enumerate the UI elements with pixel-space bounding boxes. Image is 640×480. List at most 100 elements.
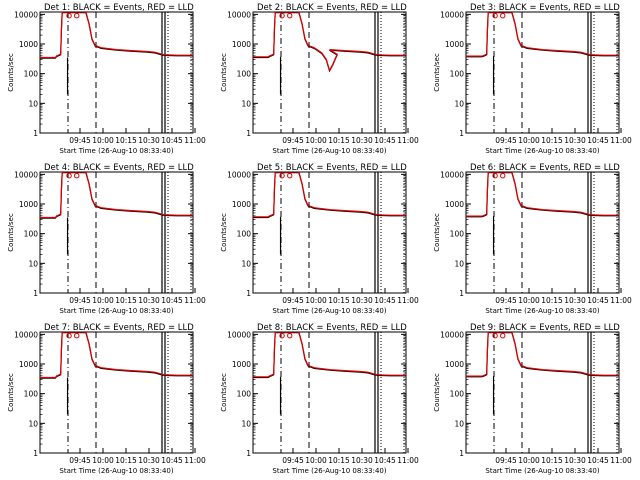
x-tick-label: 09:45 bbox=[69, 296, 91, 305]
plot-area bbox=[253, 172, 406, 293]
lld-peak-marker bbox=[500, 173, 506, 179]
panel-title: Det 8: BLACK = Events, RED = LLD bbox=[257, 323, 407, 333]
y-axis-title: Counts/sec bbox=[220, 373, 228, 412]
x-tick-label: 09:45 bbox=[495, 136, 517, 145]
series-lld-line bbox=[466, 12, 619, 57]
y-tick-label: 100 bbox=[237, 70, 252, 79]
x-tick-label: 09:45 bbox=[495, 296, 517, 305]
y-tick-label: 1 bbox=[33, 129, 38, 138]
plot-area bbox=[466, 12, 619, 133]
plot-area bbox=[466, 332, 619, 453]
panel-title: Det 2: BLACK = Events, RED = LLD bbox=[257, 3, 407, 13]
x-tick-label: 10:15 bbox=[541, 296, 563, 305]
y-tick-label: 1000 bbox=[232, 40, 251, 49]
y-tick-label: 100 bbox=[24, 390, 39, 399]
x-tick-label: 10:30 bbox=[138, 456, 160, 465]
y-axis-title: Counts/sec bbox=[220, 53, 228, 92]
plot-frame bbox=[465, 171, 620, 294]
y-tick-label: 10000 bbox=[227, 330, 251, 339]
plot-frame bbox=[252, 171, 407, 294]
y-tick-label: 10 bbox=[241, 419, 251, 428]
x-tick-label: 10:30 bbox=[564, 136, 586, 145]
x-tick-label: 10:30 bbox=[138, 296, 160, 305]
x-axis-title: Start Time (26-Aug-10 08:33:40) bbox=[485, 467, 599, 475]
y-tick-label: 10000 bbox=[227, 170, 251, 179]
y-axis-title: Counts/sec bbox=[433, 373, 441, 412]
x-tick-label: 11:00 bbox=[610, 136, 632, 145]
x-tick-label: 09:45 bbox=[282, 136, 304, 145]
x-tick-label: 10:45 bbox=[374, 296, 396, 305]
series-lld-line bbox=[466, 172, 619, 217]
x-tick-label: 10:45 bbox=[161, 296, 183, 305]
x-axis-title: Start Time (26-Aug-10 08:33:40) bbox=[272, 307, 386, 315]
x-tick-label: 11:00 bbox=[397, 296, 419, 305]
panel-det-7: Det 7: BLACK = Events, RED = LLD 1 10 100 10… bbox=[7, 323, 206, 475]
y-tick-label: 10 bbox=[28, 419, 38, 428]
x-tick-label: 10:30 bbox=[351, 456, 373, 465]
x-tick-label: 09:45 bbox=[69, 456, 91, 465]
panel-det-8: Det 8: BLACK = Events, RED = LLD 1 10 100 10… bbox=[220, 323, 419, 475]
x-tick-label: 09:45 bbox=[495, 456, 517, 465]
x-tick-label: 10:30 bbox=[351, 136, 373, 145]
lld-peak-marker bbox=[279, 13, 285, 19]
x-tick-label: 11:00 bbox=[184, 456, 206, 465]
x-tick-label: 10:45 bbox=[587, 136, 609, 145]
plot-frame bbox=[39, 171, 194, 294]
y-tick-label: 10 bbox=[241, 259, 251, 268]
y-tick-label: 10000 bbox=[440, 170, 464, 179]
lld-peak-marker bbox=[287, 13, 293, 19]
y-axis-title: Counts/sec bbox=[433, 213, 441, 252]
x-tick-label: 10:15 bbox=[328, 456, 350, 465]
x-tick-label: 11:00 bbox=[397, 456, 419, 465]
x-tick-label: 11:00 bbox=[610, 456, 632, 465]
x-tick-label: 10:00 bbox=[305, 296, 327, 305]
x-tick-label: 10:45 bbox=[161, 456, 183, 465]
series-lld-line bbox=[40, 332, 193, 379]
x-axis-title: Start Time (26-Aug-10 08:33:40) bbox=[272, 467, 386, 475]
y-tick-label: 1000 bbox=[19, 40, 38, 49]
lld-peak-marker bbox=[492, 333, 498, 339]
y-tick-label: 100 bbox=[237, 390, 252, 399]
x-tick-label: 11:00 bbox=[184, 296, 206, 305]
panel-det-9: Det 9: BLACK = Events, RED = LLD 1 10 100 10… bbox=[433, 323, 632, 475]
x-tick-label: 10:15 bbox=[115, 136, 137, 145]
lld-peak-marker bbox=[66, 13, 72, 19]
y-tick-label: 10000 bbox=[227, 10, 251, 19]
y-tick-label: 1000 bbox=[232, 360, 251, 369]
x-tick-label: 10:30 bbox=[564, 296, 586, 305]
x-tick-label: 10:30 bbox=[351, 296, 373, 305]
lld-peak-marker bbox=[66, 333, 72, 339]
series-events-line bbox=[253, 172, 406, 219]
y-tick-label: 100 bbox=[24, 70, 39, 79]
lld-peak-marker bbox=[66, 173, 72, 179]
x-tick-label: 10:15 bbox=[541, 136, 563, 145]
panel-det-6: Det 6: BLACK = Events, RED = LLD 1 10 100 10… bbox=[433, 163, 632, 315]
y-tick-label: 1 bbox=[459, 449, 464, 458]
y-axis-title: Counts/sec bbox=[7, 213, 15, 252]
series-lld-line bbox=[40, 172, 193, 219]
y-tick-label: 10 bbox=[454, 99, 464, 108]
series-lld-line bbox=[253, 172, 406, 218]
panel-title: Det 6: BLACK = Events, RED = LLD bbox=[470, 163, 620, 173]
y-tick-label: 100 bbox=[24, 230, 39, 239]
panel-det-5: Det 5: BLACK = Events, RED = LLD 1 10 100 10… bbox=[220, 163, 419, 315]
panel-title: Det 4: BLACK = Events, RED = LLD bbox=[44, 163, 194, 173]
plot-frame bbox=[465, 11, 620, 134]
series-events-line bbox=[40, 12, 193, 59]
x-axis-title: Start Time (26-Aug-10 08:33:40) bbox=[272, 147, 386, 155]
lld-peak-marker bbox=[287, 173, 293, 179]
y-axis-title: Counts/sec bbox=[7, 373, 15, 412]
series-lld-line bbox=[40, 12, 193, 59]
lld-peak-marker bbox=[500, 333, 506, 339]
panel-det-2: Det 2: BLACK = Events, RED = LLD 1 10 100 10… bbox=[220, 3, 419, 155]
x-tick-label: 09:45 bbox=[282, 296, 304, 305]
series-lld-line bbox=[253, 12, 406, 72]
x-tick-label: 10:15 bbox=[328, 136, 350, 145]
plot-area bbox=[466, 172, 619, 293]
plot-area bbox=[40, 12, 193, 133]
series-events-line bbox=[253, 12, 406, 73]
series-events-line bbox=[253, 332, 406, 379]
plot-frame bbox=[252, 331, 407, 454]
panel-title: Det 7: BLACK = Events, RED = LLD bbox=[44, 323, 194, 333]
lld-peak-marker bbox=[492, 173, 498, 179]
